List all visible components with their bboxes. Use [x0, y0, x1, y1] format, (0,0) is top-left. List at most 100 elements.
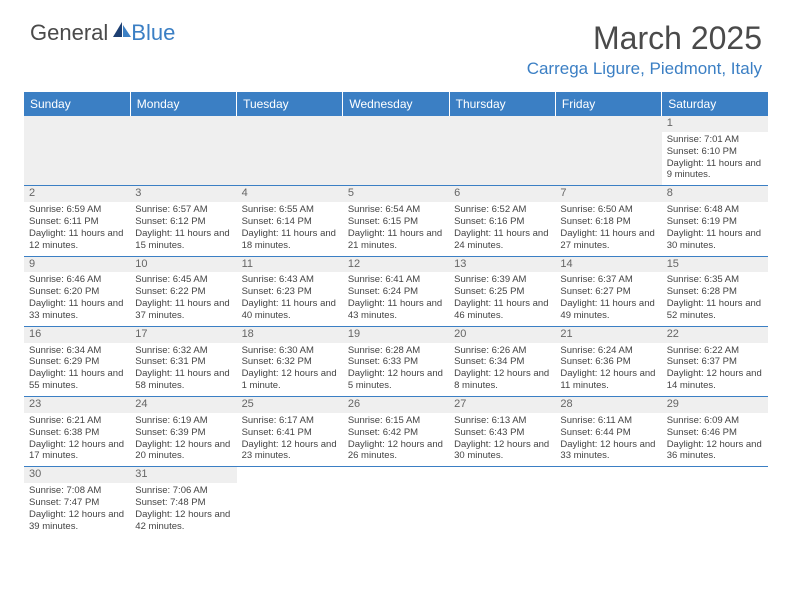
- day-cell: [24, 116, 130, 186]
- daylight-text: Daylight: 11 hours and 30 minutes.: [667, 228, 763, 252]
- sunset-text: Sunset: 6:41 PM: [242, 427, 338, 439]
- daylight-text: Daylight: 11 hours and 21 minutes.: [348, 228, 444, 252]
- week-row: 2Sunrise: 6:59 AMSunset: 6:11 PMDaylight…: [24, 186, 768, 256]
- sunset-text: Sunset: 6:34 PM: [454, 356, 550, 368]
- sunset-text: Sunset: 6:43 PM: [454, 427, 550, 439]
- day-number: 4: [237, 186, 343, 202]
- day-cell: 28 Sunrise: 6:11 AMSunset: 6:44 PMDayligh…: [555, 397, 661, 467]
- day-number: 2: [24, 186, 130, 202]
- day-cell: [449, 467, 555, 537]
- day-number: 24: [130, 397, 236, 413]
- day-number: 29: [662, 397, 768, 413]
- day-cell: 6Sunrise: 6:52 AMSunset: 6:16 PMDaylight…: [449, 186, 555, 256]
- logo-text-1: General: [30, 20, 108, 46]
- sunset-text: Sunset: 6:37 PM: [667, 356, 763, 368]
- day-cell: [449, 116, 555, 186]
- sunset-text: Sunset: 6:33 PM: [348, 356, 444, 368]
- day-number: 8: [662, 186, 768, 202]
- day-cell: 13Sunrise: 6:39 AMSunset: 6:25 PMDayligh…: [449, 256, 555, 326]
- day-cell: 25Sunrise: 6:17 AMSunset: 6:41 PMDayligh…: [237, 397, 343, 467]
- day-cell: 21Sunrise: 6:24 AMSunset: 6:36 PMDayligh…: [555, 326, 661, 396]
- sunset-text: Sunset: 7:47 PM: [29, 497, 125, 509]
- sunset-text: Sunset: 6:23 PM: [242, 286, 338, 298]
- sunrise-text: Sunrise: 6:55 AM: [242, 204, 338, 216]
- sunset-text: Sunset: 6:20 PM: [29, 286, 125, 298]
- sunrise-text: Sunrise: 6:59 AM: [29, 204, 125, 216]
- day-cell: 19Sunrise: 6:28 AMSunset: 6:33 PMDayligh…: [343, 326, 449, 396]
- sunset-text: Sunset: 6:19 PM: [667, 216, 763, 228]
- daylight-text: Daylight: 12 hours and 42 minutes.: [135, 509, 231, 533]
- day-number: 11: [237, 257, 343, 273]
- sunrise-text: Sunrise: 6:46 AM: [29, 274, 125, 286]
- daylight-text: Daylight: 11 hours and 37 minutes.: [135, 298, 231, 322]
- sunrise-text: Sunrise: 7:06 AM: [135, 485, 231, 497]
- daylight-text: Daylight: 12 hours and 26 minutes.: [348, 439, 444, 463]
- day-number: 6: [449, 186, 555, 202]
- day-number: 26: [343, 397, 449, 413]
- sunset-text: Sunset: 6:15 PM: [348, 216, 444, 228]
- daylight-text: Daylight: 12 hours and 33 minutes.: [560, 439, 656, 463]
- sunset-text: Sunset: 6:27 PM: [560, 286, 656, 298]
- day-cell: 22Sunrise: 6:22 AMSunset: 6:37 PMDayligh…: [662, 326, 768, 396]
- daylight-text: Daylight: 12 hours and 5 minutes.: [348, 368, 444, 392]
- sunrise-text: Sunrise: 6:11 AM: [560, 415, 656, 427]
- day-cell: 16Sunrise: 6:34 AMSunset: 6:29 PMDayligh…: [24, 326, 130, 396]
- daylight-text: Daylight: 12 hours and 1 minute.: [242, 368, 338, 392]
- day-number: 20: [449, 327, 555, 343]
- sunrise-text: Sunrise: 6:50 AM: [560, 204, 656, 216]
- sunset-text: Sunset: 6:18 PM: [560, 216, 656, 228]
- sunrise-text: Sunrise: 6:26 AM: [454, 345, 550, 357]
- week-row: 1Sunrise: 7:01 AMSunset: 6:10 PMDaylight…: [24, 116, 768, 186]
- sunset-text: Sunset: 6:14 PM: [242, 216, 338, 228]
- sunrise-text: Sunrise: 6:48 AM: [667, 204, 763, 216]
- day-cell: 4Sunrise: 6:55 AMSunset: 6:14 PMDaylight…: [237, 186, 343, 256]
- day-number: 14: [555, 257, 661, 273]
- weekday-sunday: Sunday: [24, 92, 130, 116]
- day-number: 3: [130, 186, 236, 202]
- daylight-text: Daylight: 12 hours and 17 minutes.: [29, 439, 125, 463]
- day-cell: 31Sunrise: 7:06 AMSunset: 7:48 PMDayligh…: [130, 467, 236, 537]
- sunrise-text: Sunrise: 6:28 AM: [348, 345, 444, 357]
- day-cell: 10Sunrise: 6:45 AMSunset: 6:22 PMDayligh…: [130, 256, 236, 326]
- sunset-text: Sunset: 6:46 PM: [667, 427, 763, 439]
- daylight-text: Daylight: 11 hours and 24 minutes.: [454, 228, 550, 252]
- sunrise-text: Sunrise: 6:37 AM: [560, 274, 656, 286]
- weekday-friday: Friday: [555, 92, 661, 116]
- day-cell: 29 Sunrise: 6:09 AMSunset: 6:46 PMDayligh…: [662, 397, 768, 467]
- sunset-text: Sunset: 6:22 PM: [135, 286, 231, 298]
- daylight-text: Daylight: 11 hours and 33 minutes.: [29, 298, 125, 322]
- sunrise-text: Sunrise: 6:09 AM: [667, 415, 763, 427]
- sunrise-text: Sunrise: 6:24 AM: [560, 345, 656, 357]
- daylight-text: Daylight: 11 hours and 12 minutes.: [29, 228, 125, 252]
- sunrise-text: Sunrise: 6:41 AM: [348, 274, 444, 286]
- logo-text-2: Blue: [131, 20, 175, 46]
- location-label: Carrega Ligure, Piedmont, Italy: [527, 59, 762, 79]
- sunrise-text: Sunrise: 7:08 AM: [29, 485, 125, 497]
- daylight-text: Daylight: 12 hours and 36 minutes.: [667, 439, 763, 463]
- sunset-text: Sunset: 6:36 PM: [560, 356, 656, 368]
- sunrise-text: Sunrise: 6:13 AM: [454, 415, 550, 427]
- day-cell: [343, 116, 449, 186]
- daylight-text: Daylight: 11 hours and 43 minutes.: [348, 298, 444, 322]
- daylight-text: Daylight: 11 hours and 55 minutes.: [29, 368, 125, 392]
- day-cell: [130, 116, 236, 186]
- day-number: 28: [555, 397, 661, 413]
- day-number: 23: [24, 397, 130, 413]
- sunset-text: Sunset: 6:31 PM: [135, 356, 231, 368]
- sunset-text: Sunset: 6:44 PM: [560, 427, 656, 439]
- daylight-text: Daylight: 11 hours and 58 minutes.: [135, 368, 231, 392]
- day-number: 17: [130, 327, 236, 343]
- sunrise-text: Sunrise: 6:17 AM: [242, 415, 338, 427]
- weekday-monday: Monday: [130, 92, 236, 116]
- day-cell: [343, 467, 449, 537]
- daylight-text: Daylight: 12 hours and 30 minutes.: [454, 439, 550, 463]
- page-title: March 2025: [527, 20, 762, 57]
- sail-icon: [111, 20, 133, 46]
- day-number: 12: [343, 257, 449, 273]
- day-number: 31: [130, 467, 236, 483]
- sunrise-text: Sunrise: 6:35 AM: [667, 274, 763, 286]
- day-cell: [555, 467, 661, 537]
- day-number: 25: [237, 397, 343, 413]
- day-cell: [662, 467, 768, 537]
- day-number: 16: [24, 327, 130, 343]
